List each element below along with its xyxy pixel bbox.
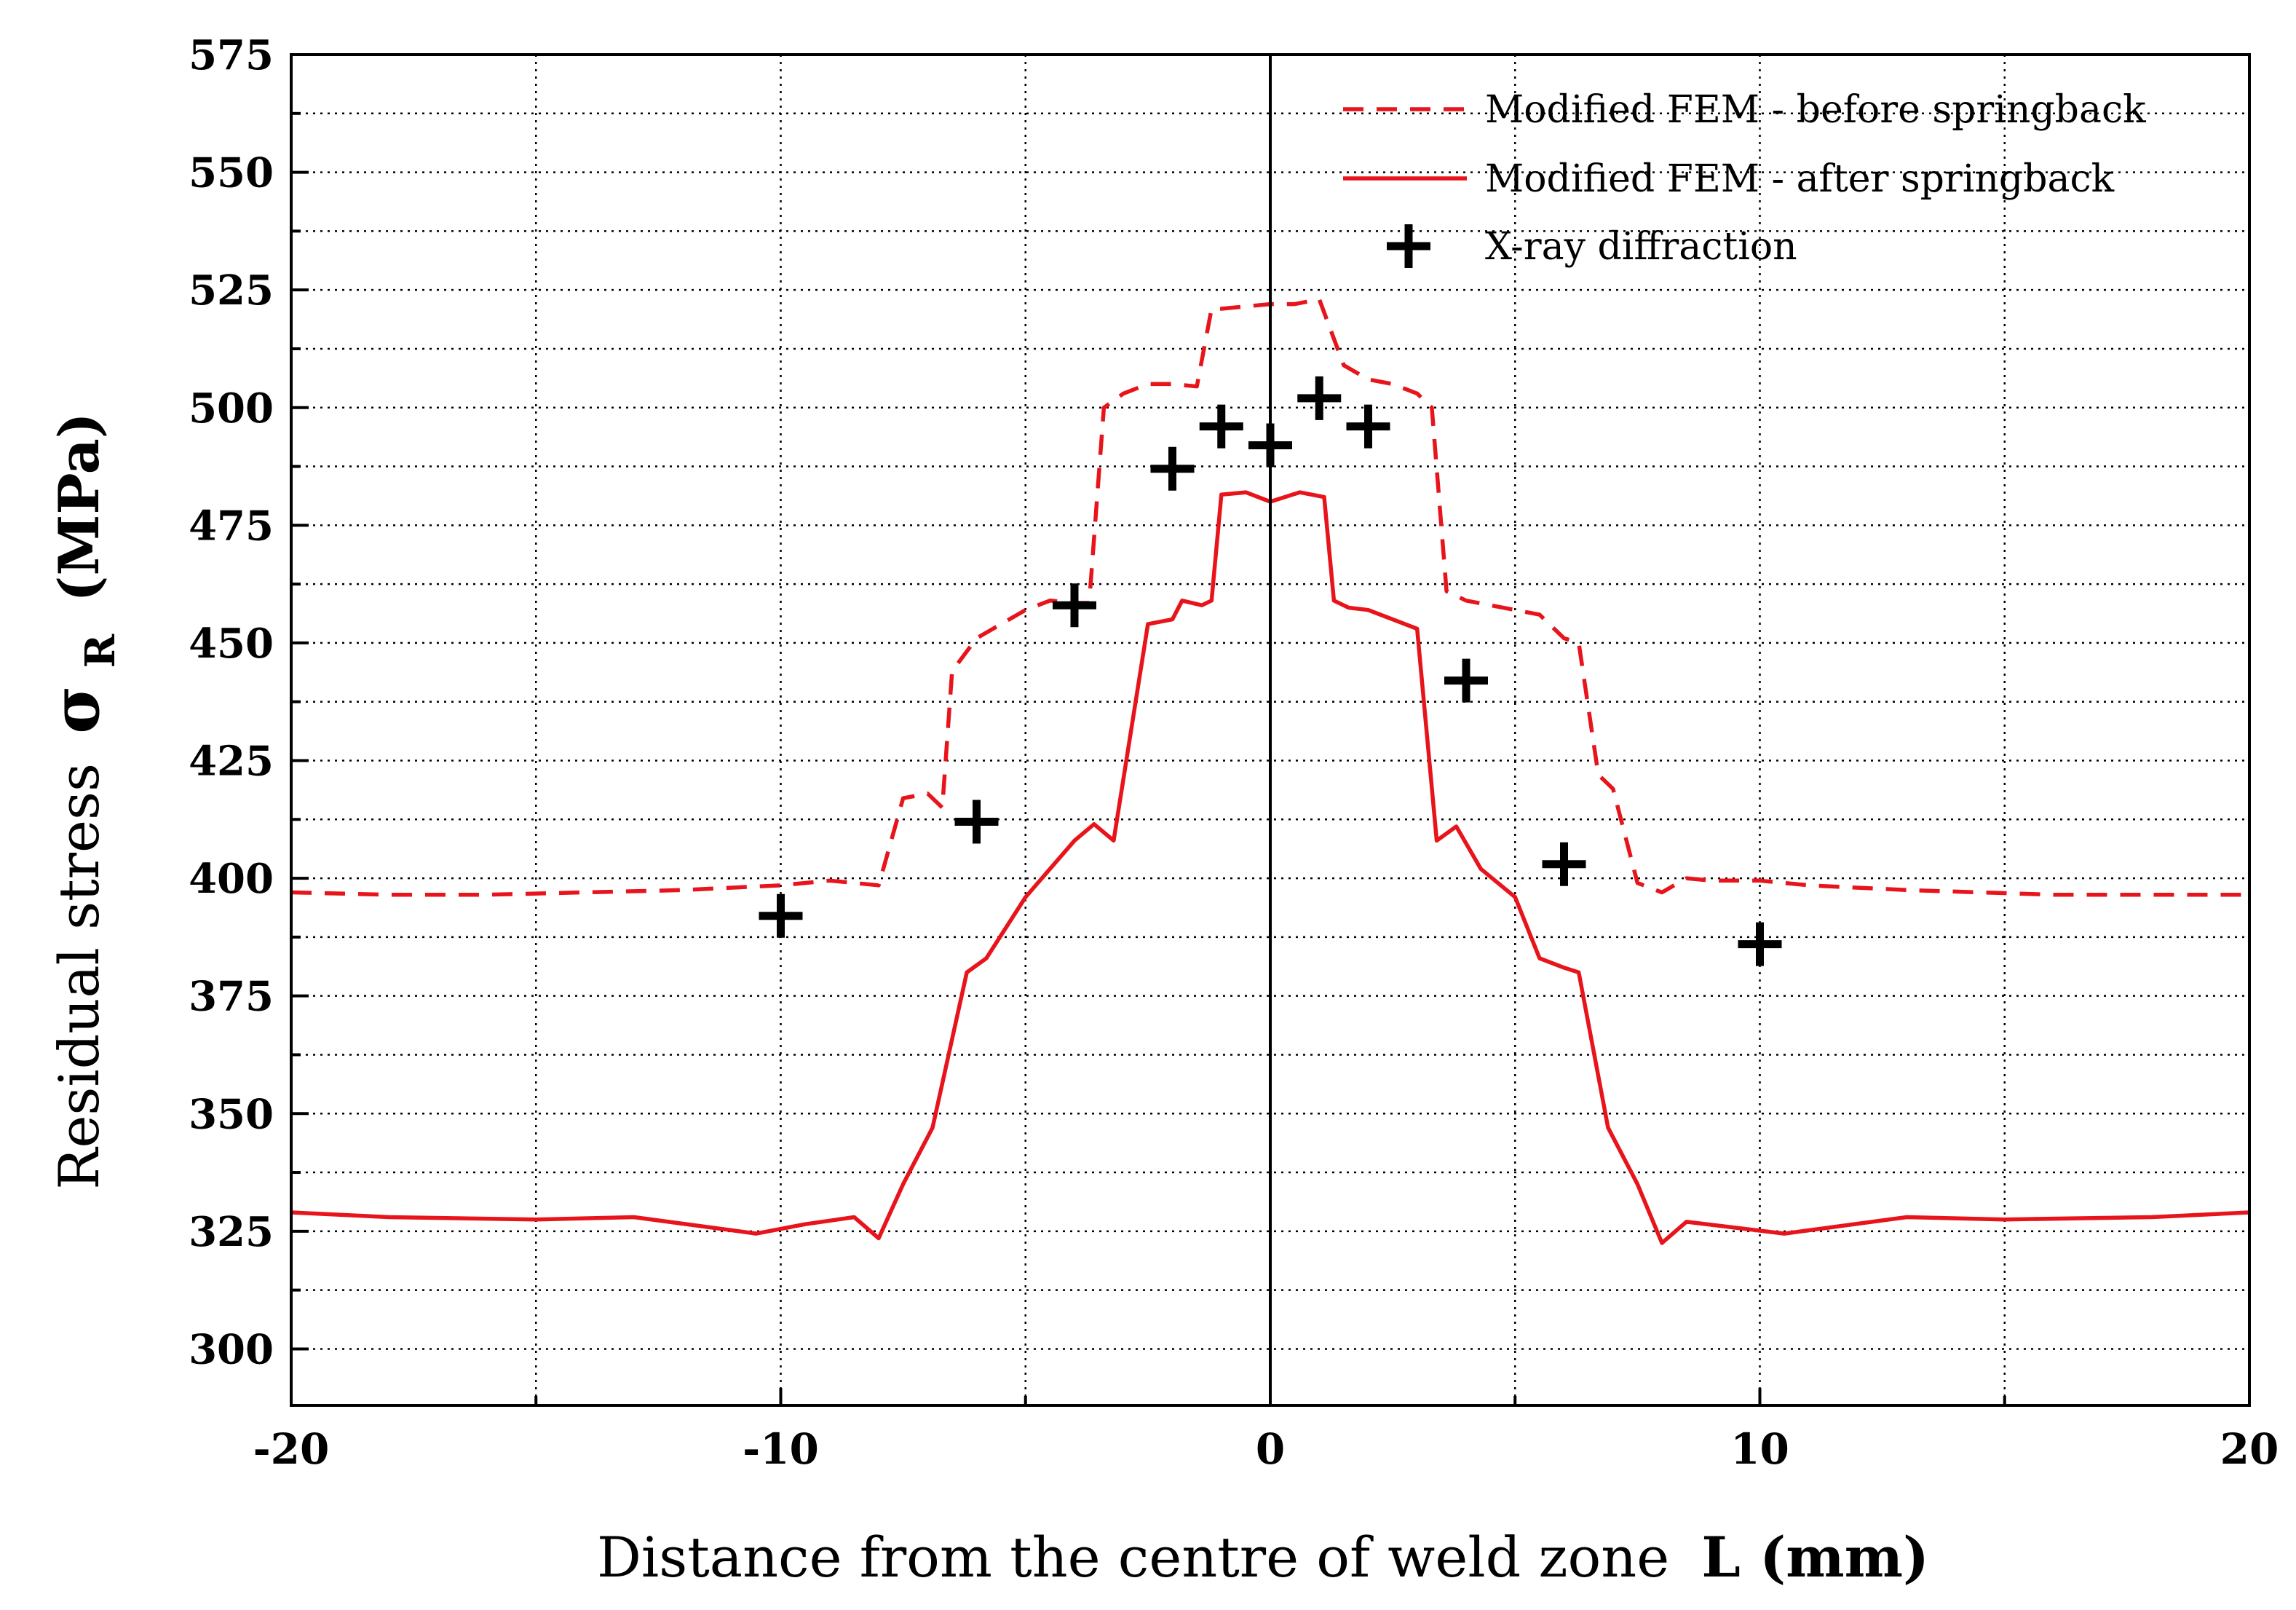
xray-point xyxy=(1199,404,1243,449)
xray-point xyxy=(1150,446,1195,491)
y-tick-label: 550 xyxy=(189,149,274,197)
y-tick-label: 425 xyxy=(189,738,274,786)
legend-item-before-springback: Modified FEM - before springback xyxy=(1343,88,2146,132)
x-axis-label-bold: L (mm) xyxy=(1701,1525,1929,1590)
y-axis-label: Residual stress σ R (MPa) xyxy=(37,412,127,1190)
y-axis-label-text: Residual stress xyxy=(47,763,111,1190)
legend-item-xray: X-ray diffraction xyxy=(1387,224,1797,269)
y-tick-label: 300 xyxy=(189,1325,274,1373)
x-tick-label: 10 xyxy=(1730,1424,1789,1474)
y-tick-label: 400 xyxy=(189,855,274,903)
xray-point xyxy=(1738,922,1782,966)
y-tick-label: 375 xyxy=(189,973,274,1021)
xray-point xyxy=(1346,404,1390,449)
x-axis-label-text: Distance from the centre of weld zone xyxy=(597,1525,1669,1590)
y-axis-label-subscript: R xyxy=(76,634,124,668)
xray-point xyxy=(759,893,803,938)
legend-label: Modified FEM - before springback xyxy=(1485,88,2146,132)
series-before-springback-line xyxy=(290,297,2249,897)
x-tick-label: 20 xyxy=(2220,1424,2279,1474)
y-tick-label: 350 xyxy=(189,1090,274,1138)
y-tick-label: 500 xyxy=(189,384,274,433)
x-tick-label: -10 xyxy=(743,1424,819,1474)
series-after-springback-line xyxy=(290,490,2250,1245)
xray-point xyxy=(1053,583,1096,628)
legend: Modified FEM - before springback Modified… xyxy=(1343,88,2146,269)
y-tick-label: 450 xyxy=(189,620,274,668)
legend-item-after-springback: Modified FEM - after springback xyxy=(1343,157,2115,201)
legend-label: X-ray diffraction xyxy=(1485,225,1797,269)
xray-point xyxy=(1542,842,1586,886)
series-layer xyxy=(290,297,2250,1245)
y-axis-label-unit: (MPa) xyxy=(47,412,111,601)
x-axis-label: Distance from the centre of weld zone L … xyxy=(597,1525,1929,1590)
y-tick-label: 325 xyxy=(189,1208,274,1256)
legend-label: Modified FEM - after springback xyxy=(1485,157,2115,201)
xray-point xyxy=(1297,376,1342,420)
y-axis-label-symbol: σ xyxy=(37,686,114,734)
axes-layer: 300 325 350 375 400 425 450 475 500 525 550 575 -20 -… xyxy=(189,31,2279,1474)
xray-point xyxy=(1444,658,1488,703)
y-tick-label: 525 xyxy=(189,267,274,315)
y-tick-label: 575 xyxy=(189,31,274,79)
x-tick-label: -20 xyxy=(253,1424,330,1474)
xray-point xyxy=(954,800,999,844)
grid-lines xyxy=(291,55,2249,1405)
y-tick-label: 475 xyxy=(189,502,274,550)
x-tick-label: 0 xyxy=(1256,1424,1285,1474)
